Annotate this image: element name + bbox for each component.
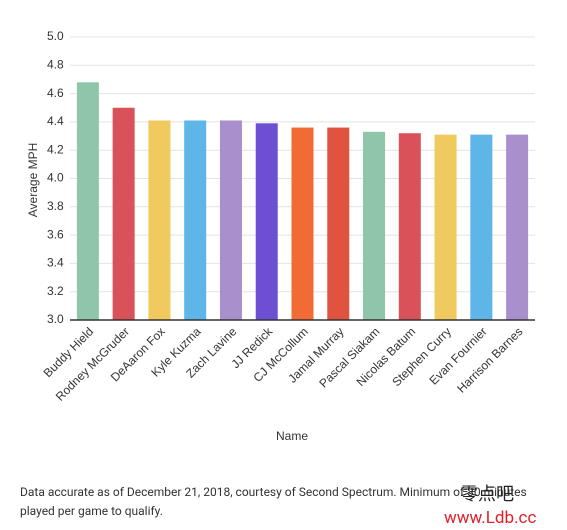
bar (219, 120, 242, 320)
bar (255, 123, 278, 320)
bar (470, 134, 493, 320)
y-tick-label: 5.0 (47, 29, 64, 43)
y-tick-label: 4.4 (47, 114, 64, 128)
y-axis-title: Average MPH (26, 143, 40, 217)
y-tick-label: 3.8 (47, 199, 64, 213)
y-tick-label: 4.8 (47, 57, 64, 71)
y-tick-label: 3.2 (47, 284, 64, 298)
bar (76, 82, 99, 320)
watermark: 零点吧 (460, 484, 514, 505)
bar (506, 134, 529, 320)
bar (327, 127, 350, 320)
y-tick-label: 3.0 (47, 312, 64, 326)
bar (112, 107, 135, 320)
chart: Average MPH Name 3.0 3.2 3.4 3.6 3.8 4.0 4.2 4.… (26, 29, 535, 443)
x-axis-title: Name (276, 429, 308, 443)
watermark: www.Ldb.cc (444, 508, 537, 528)
y-tick-label: 4.0 (47, 171, 64, 185)
y-tick-label: 3.4 (47, 256, 64, 270)
x-tick-label: Harrison Barnes (454, 324, 525, 395)
bar (291, 127, 314, 320)
bar (184, 120, 207, 320)
y-tick-label: 4.2 (47, 142, 64, 156)
y-tick-label: 4.6 (47, 86, 64, 100)
bar (398, 133, 421, 320)
footnote: Data accurate as of December 21, 2018, c… (20, 485, 527, 518)
bar (148, 120, 171, 320)
y-tick-label: 3.6 (47, 227, 64, 241)
bar (434, 134, 457, 320)
bar (363, 131, 386, 320)
